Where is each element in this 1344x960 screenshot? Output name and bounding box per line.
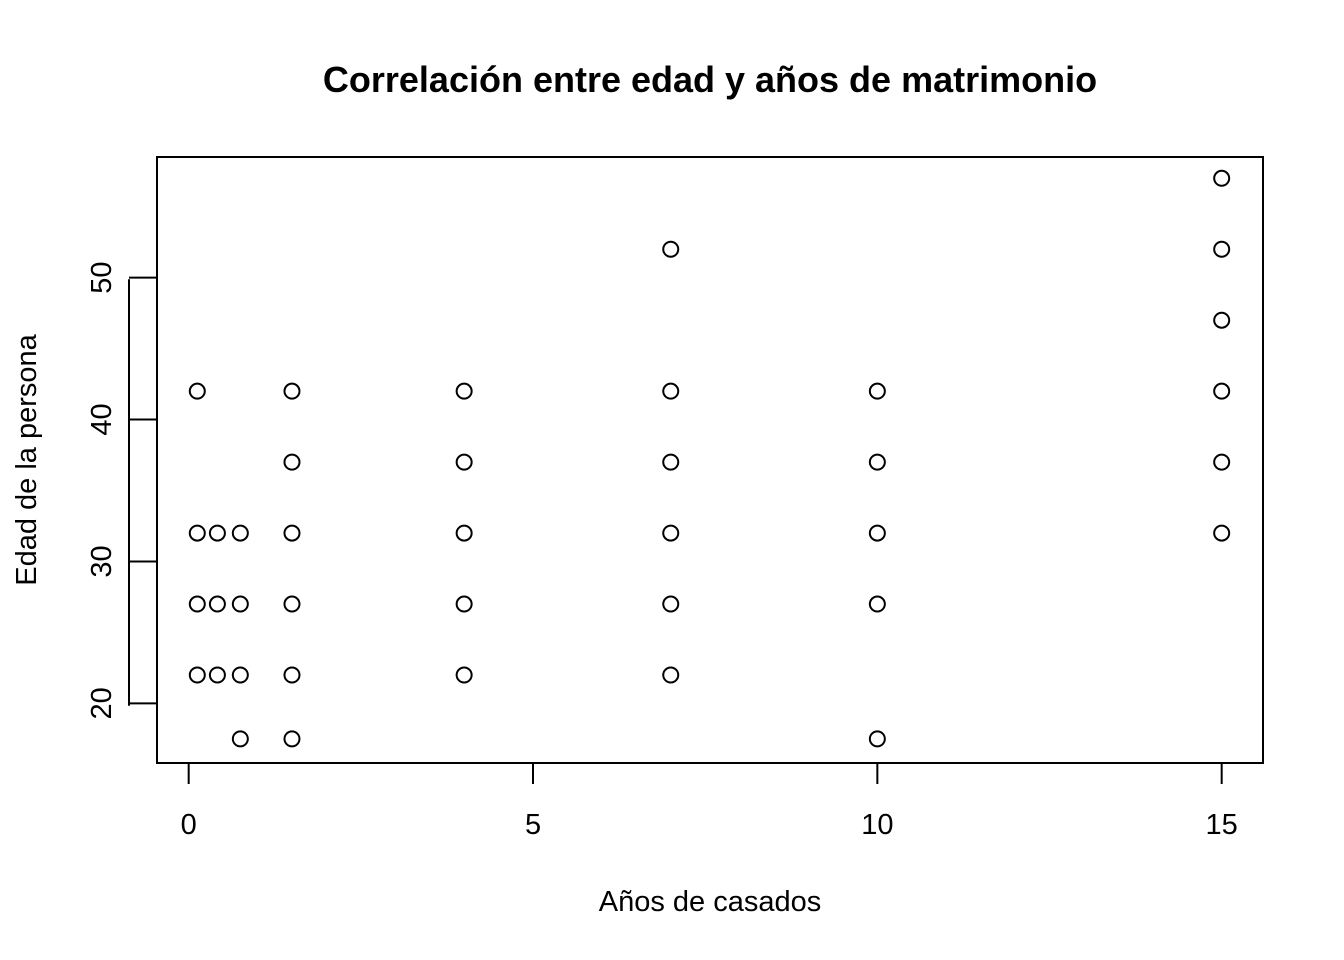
y-tick-label: 20	[86, 687, 118, 719]
x-axis-ticks: 0 5 10 15	[181, 763, 1238, 841]
data-point	[662, 453, 680, 471]
y-axis-ticks: 20 30 40 50	[86, 261, 157, 720]
data-point	[455, 666, 473, 684]
data-point	[283, 666, 301, 684]
data-points	[188, 169, 1231, 748]
data-point	[455, 595, 473, 613]
data-point	[1213, 524, 1231, 542]
data-point	[662, 666, 680, 684]
data-point	[188, 595, 206, 613]
y-axis-label: Edad de la persona	[11, 333, 43, 585]
x-tick-label: 10	[861, 809, 893, 841]
data-point	[231, 595, 249, 613]
data-point	[231, 730, 249, 748]
data-point	[188, 382, 206, 400]
data-point	[662, 240, 680, 258]
data-point	[1213, 169, 1231, 187]
data-point	[1213, 240, 1231, 258]
data-point	[188, 524, 206, 542]
data-point	[188, 666, 206, 684]
data-point	[868, 730, 886, 748]
plot-frame	[156, 156, 1264, 764]
data-point	[1213, 382, 1231, 400]
data-point	[455, 382, 473, 400]
data-point	[283, 453, 301, 471]
y-tick-label: 40	[86, 403, 118, 435]
data-point	[208, 595, 226, 613]
data-point	[868, 453, 886, 471]
x-axis-label: Años de casados	[599, 886, 821, 918]
x-tick-label: 15	[1206, 809, 1238, 841]
data-point	[662, 595, 680, 613]
data-point	[283, 524, 301, 542]
data-point	[455, 524, 473, 542]
data-point	[283, 595, 301, 613]
data-point	[283, 730, 301, 748]
x-tick-label: 5	[525, 809, 541, 841]
data-point	[1213, 311, 1231, 329]
data-point	[208, 666, 226, 684]
chart-title: Correlación entre edad y años de matrimo…	[323, 59, 1097, 100]
data-point	[231, 524, 249, 542]
data-point	[662, 524, 680, 542]
data-point	[231, 666, 249, 684]
data-point	[662, 382, 680, 400]
data-point	[868, 595, 886, 613]
data-point	[208, 524, 226, 542]
y-tick-label: 30	[86, 545, 118, 577]
data-point	[868, 524, 886, 542]
x-tick-label: 0	[181, 809, 197, 841]
data-point	[868, 382, 886, 400]
data-point	[455, 453, 473, 471]
y-tick-label: 50	[86, 261, 118, 293]
data-point	[283, 382, 301, 400]
data-point	[1213, 453, 1231, 471]
